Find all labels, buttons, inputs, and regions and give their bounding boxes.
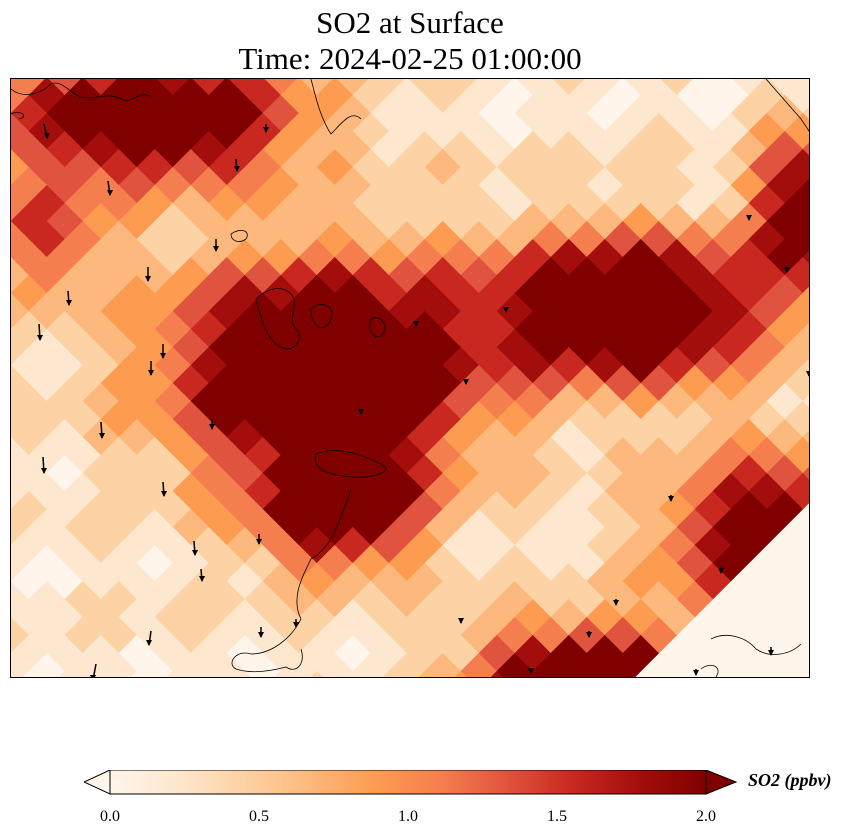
wind-vector-head: [503, 307, 509, 313]
grid-cell: [802, 250, 809, 264]
colorbar-max-extension: [705, 769, 738, 795]
grid-cell: [490, 670, 504, 677]
wind-vector-head: [37, 335, 43, 341]
wind-vector-head: [263, 127, 269, 133]
concentration-grid: [11, 79, 809, 677]
grid-cell: [802, 358, 809, 372]
colorbar: [82, 769, 744, 830]
wind-vector-head: [148, 370, 154, 376]
grid-cell: [274, 670, 288, 677]
grid-cell: [598, 670, 612, 677]
colorbar-tick-label: 0.5: [249, 808, 269, 825]
wind-vector-head: [44, 133, 50, 139]
grid-cell: [382, 670, 396, 677]
plot-title-time: Time: 2024-02-25 01:00:00: [238, 41, 582, 76]
wind-vector-head: [528, 668, 534, 674]
coastline-northeast: [765, 79, 809, 132]
wind-vector-head: [718, 568, 724, 574]
wind-vector-head: [209, 424, 215, 430]
wind-vector-head: [458, 618, 464, 624]
wind-vector-head: [746, 215, 752, 221]
colorbar-tick-label: 2.0: [696, 808, 716, 825]
wind-vector-head: [293, 622, 299, 628]
colorbar-min-extension: [82, 769, 111, 795]
colorbar-label: SO2 (ppbv): [748, 770, 832, 790]
wind-vector-head: [258, 632, 264, 638]
wind-vectors: [37, 123, 809, 677]
grid-cell: [802, 286, 809, 300]
plot-title-variable: SO2 at Surface: [316, 5, 504, 40]
coastline-southeast: [710, 635, 802, 655]
wind-vector-head: [145, 276, 151, 282]
grid-cell: [802, 430, 809, 444]
wind-vector-head: [586, 632, 592, 638]
wind-vector-head: [66, 300, 72, 306]
coastline-southeast-2: [700, 664, 719, 677]
grid-cell: [166, 670, 180, 677]
wind-vector-head: [99, 433, 105, 439]
grid-cell: [238, 670, 252, 677]
wind-vector-head: [613, 600, 619, 606]
map-panel: [10, 78, 810, 678]
grid-cell: [526, 670, 540, 677]
coastline-lake: [314, 450, 386, 478]
coastline-northwest: [11, 82, 152, 101]
coastline-north: [310, 79, 362, 135]
wind-vector-head: [234, 166, 240, 172]
grid-cell: [802, 142, 809, 156]
coastline-northwest-2: [11, 111, 24, 120]
grid-cell: [418, 670, 432, 677]
wind-vector-head: [668, 496, 674, 502]
grid-cell: [802, 214, 809, 228]
grid-cell: [802, 394, 809, 408]
wind-vector-head: [146, 640, 152, 646]
wind-vector-head: [256, 539, 262, 545]
wind-vector-head: [768, 650, 774, 656]
so2-concentration-map: [11, 79, 809, 677]
colorbar-tick-label: 1.0: [398, 808, 418, 825]
grid-cell: [802, 178, 809, 192]
grid-cell: [22, 670, 36, 677]
wind-vector-head: [806, 371, 809, 377]
grid-cell: [802, 466, 809, 480]
grid-cell: [802, 106, 809, 120]
island-central: [230, 229, 248, 242]
wind-vector-head: [213, 246, 219, 252]
coastline-central-inland: [255, 288, 300, 350]
grid-cell: [202, 670, 216, 677]
colorbar-body: [109, 769, 707, 795]
wind-vector-head: [192, 550, 198, 556]
colorbar-tick-label: 0.0: [100, 808, 120, 825]
wind-vector-head: [784, 267, 790, 273]
grid-cell: [802, 322, 809, 336]
grid-cell: [804, 79, 809, 84]
grid-cell: [562, 670, 576, 677]
coastline-central-inland-3: [369, 317, 386, 338]
wind-vector-head: [199, 576, 205, 582]
wind-vector-head: [41, 468, 47, 474]
wind-vector-head: [413, 321, 419, 327]
wind-vector-shaft: [92, 663, 97, 677]
grid-cell: [310, 670, 324, 677]
colorbar-gradient: [82, 769, 738, 795]
grid-cell: [94, 670, 108, 677]
coastline-central-inland-2: [310, 304, 333, 329]
wind-vector-head: [90, 675, 96, 677]
wind-vector-head: [107, 190, 113, 196]
wind-vector-head: [161, 491, 167, 497]
colorbar-tick-label: 1.5: [547, 808, 567, 825]
wind-vector-head: [160, 353, 166, 359]
grid-cell: [346, 670, 360, 677]
wind-vector-head: [463, 379, 469, 385]
coastline-southwest: [231, 488, 352, 673]
grid-cell: [454, 670, 468, 677]
coastlines: [11, 79, 809, 677]
wind-vector-head: [358, 409, 364, 415]
grid-cell: [784, 472, 809, 510]
grid-cell: [130, 670, 144, 677]
wind-vector-head: [693, 670, 699, 676]
grid-cell: [58, 670, 72, 677]
